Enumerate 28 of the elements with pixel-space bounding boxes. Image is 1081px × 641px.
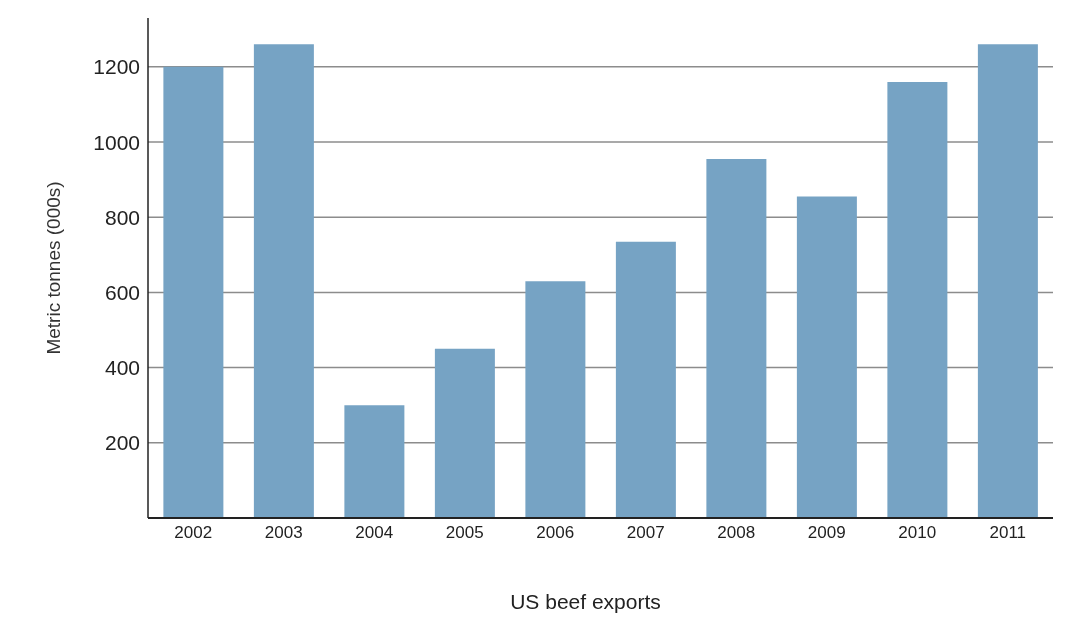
y-tick-label: 400 bbox=[104, 356, 140, 380]
x-tick-label: 2007 bbox=[626, 523, 665, 543]
bar bbox=[887, 81, 948, 518]
y-tick-label: 800 bbox=[104, 205, 140, 229]
x-tick-label: 2002 bbox=[174, 523, 213, 543]
y-tick-label: 200 bbox=[104, 431, 140, 455]
y-tick-label: 1200 bbox=[93, 55, 140, 79]
bar bbox=[525, 281, 586, 518]
y-tick-label: 600 bbox=[104, 280, 140, 304]
bar bbox=[253, 44, 314, 518]
x-tick-label: 2010 bbox=[898, 523, 937, 543]
bar bbox=[344, 405, 405, 518]
x-tick-label: 2003 bbox=[264, 523, 303, 543]
x-tick-label: 2006 bbox=[536, 523, 575, 543]
y-tick-label: 1000 bbox=[93, 130, 140, 154]
x-tick-label: 2005 bbox=[445, 523, 484, 543]
x-tick-label: 2011 bbox=[989, 523, 1027, 543]
bar bbox=[706, 158, 767, 518]
x-tick-label: 2008 bbox=[717, 523, 756, 543]
x-tick-label: 2004 bbox=[355, 523, 394, 543]
bar bbox=[796, 196, 857, 518]
y-axis-title: Metric tonnes (000s) bbox=[42, 181, 64, 355]
text: US beef exports bbox=[509, 590, 662, 614]
bar bbox=[163, 66, 224, 518]
bar bbox=[434, 348, 495, 518]
x-tick-label: 2009 bbox=[807, 523, 846, 543]
bar bbox=[615, 241, 676, 518]
bar bbox=[977, 44, 1038, 518]
